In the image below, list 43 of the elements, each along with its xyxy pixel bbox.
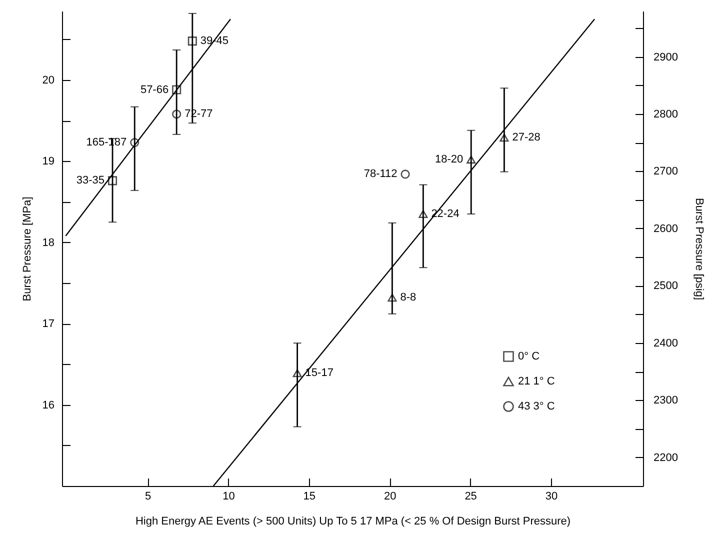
annotation: 57-66 xyxy=(140,84,169,96)
legend-label: 43 3° C xyxy=(518,400,555,412)
x-axis-title: High Energy AE Events (> 500 Units) Up To 5 17 MPa (< 25 % Of Design Burst Pressure) xyxy=(135,516,571,528)
y2-tick-label: 2500 xyxy=(654,280,678,292)
point xyxy=(130,138,140,148)
annotation: 27-28 xyxy=(512,132,540,144)
x-tick-label: 30 xyxy=(545,490,558,502)
y2-tick-label: 2400 xyxy=(654,337,678,350)
x-tick-label: 15 xyxy=(303,490,316,502)
annotation: 33-35 xyxy=(76,174,105,187)
point xyxy=(188,36,197,46)
point xyxy=(418,210,428,218)
legend-label: 21 1° C xyxy=(518,376,555,388)
y2-tick-label: 2300 xyxy=(654,394,678,407)
x-tick-label: 20 xyxy=(384,490,396,502)
point xyxy=(388,294,397,302)
point xyxy=(292,369,302,378)
annotation: 18-20 xyxy=(434,154,464,166)
y-tick-label: 19 xyxy=(42,156,54,168)
legend-label: 0° C xyxy=(518,350,540,362)
point xyxy=(400,170,410,179)
y2-tick-label: 2600 xyxy=(654,222,678,235)
point xyxy=(172,110,182,119)
y2-tick-label: 2800 xyxy=(654,108,678,121)
point xyxy=(172,85,182,94)
y2-tick-label: 2900 xyxy=(654,51,678,64)
y2-axis-title: Burst Pressure [psig] xyxy=(692,198,705,300)
annotation: 15-17 xyxy=(305,367,334,380)
point xyxy=(466,156,476,164)
annotation: 78-112 xyxy=(364,168,398,180)
y-tick-label: 16 xyxy=(42,399,54,412)
annotation: 8-8 xyxy=(400,292,416,304)
y-tick-label: 17 xyxy=(42,318,54,330)
x-tick-label: 5 xyxy=(144,490,152,502)
x-tick-label: 10 xyxy=(222,490,235,502)
point xyxy=(108,176,118,186)
x-tick-label: 25 xyxy=(464,490,477,502)
y-axis-title: Burst Pressure [MPa] xyxy=(21,196,34,302)
y2-tick-label: 2200 xyxy=(654,452,678,464)
point xyxy=(500,134,509,142)
y-tick-label: 20 xyxy=(42,74,54,87)
y-tick-label: 18 xyxy=(42,236,54,249)
y2-tick-label: 2700 xyxy=(654,166,678,178)
